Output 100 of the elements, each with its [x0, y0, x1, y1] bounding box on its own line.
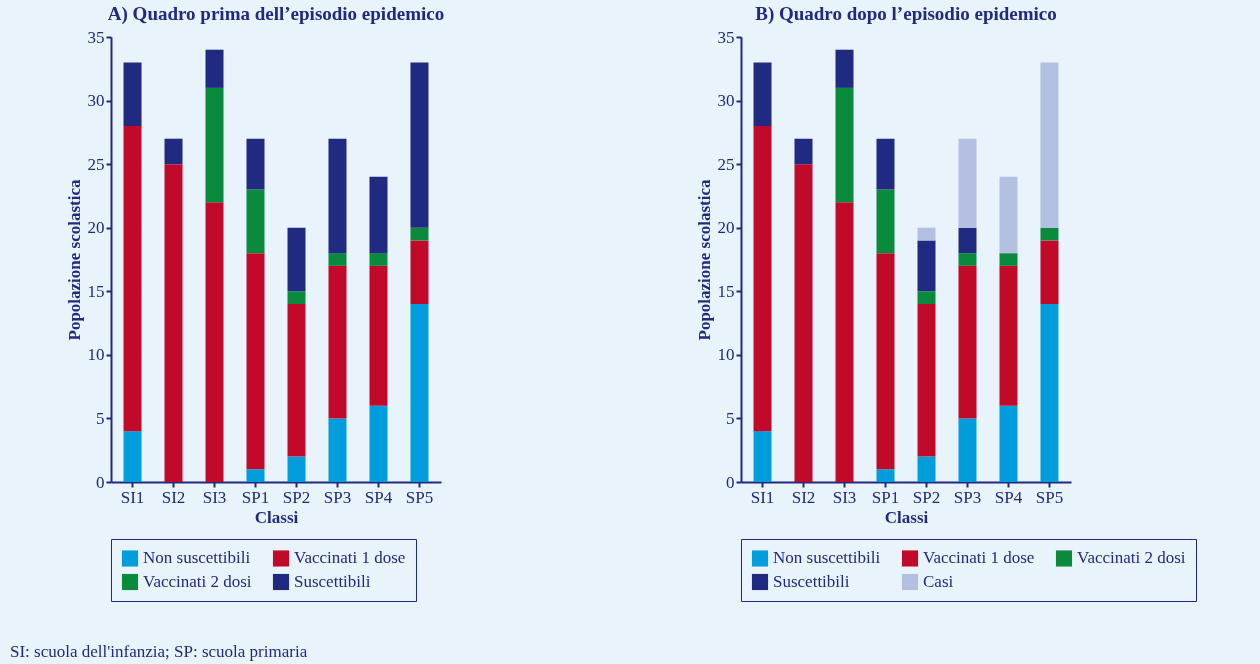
x-tick-label: SI1 [750, 487, 775, 507]
x-axis-title: Classi [884, 507, 929, 527]
bar [958, 418, 977, 482]
bar [287, 304, 306, 457]
bar [205, 202, 224, 482]
bar [835, 87, 854, 203]
bar [369, 253, 388, 266]
bar [123, 62, 142, 126]
y-tick-label: 10 [717, 345, 735, 365]
y-axis-title: Popolazione scolastica [694, 179, 714, 341]
bar [876, 469, 895, 482]
bar [287, 227, 306, 292]
bar [917, 240, 936, 292]
y-tick-label: 5 [726, 408, 735, 428]
bar [835, 49, 854, 88]
y-tick-label: 15 [717, 281, 735, 301]
bar [328, 265, 347, 419]
legend-label: Non suscettibili [773, 548, 881, 568]
bar [917, 291, 936, 304]
bar [369, 176, 388, 254]
x-tick-label: SP1 [871, 487, 900, 507]
y-tick-label: 10 [87, 345, 105, 365]
y-tick-label: 5 [96, 408, 105, 428]
bar [1040, 304, 1059, 482]
x-tick-label: SP3 [323, 487, 352, 507]
y-tick-label: 35 [717, 27, 735, 47]
bar [246, 469, 265, 482]
chart-title: A) Quadro prima dell’episodio epidemico [107, 3, 445, 25]
x-tick-label: SP5 [1035, 487, 1064, 507]
legend-label: Suscettibili [773, 572, 850, 591]
x-tick-label: SP2 [912, 487, 941, 507]
bar [999, 265, 1018, 406]
y-tick-label: 20 [87, 218, 105, 238]
y-tick-label: 30 [87, 91, 105, 111]
bar [164, 138, 183, 165]
bar [205, 49, 224, 88]
bar [123, 431, 142, 482]
legend-label: Vaccinati 1 dose [294, 548, 406, 568]
bar [876, 253, 895, 470]
legend-label: Casi [923, 572, 954, 591]
bar [876, 138, 895, 190]
bar [999, 405, 1018, 482]
bar [958, 265, 977, 419]
y-tick-label: 15 [87, 281, 105, 301]
x-tick-label: SI2 [791, 487, 816, 507]
bar [328, 138, 347, 254]
x-tick-label: SP2 [282, 487, 311, 507]
bar [753, 431, 772, 482]
x-axis-title: Classi [254, 507, 299, 527]
bar [1040, 240, 1059, 304]
bar [246, 138, 265, 190]
bar [794, 164, 813, 482]
x-tick-label: SP5 [405, 487, 434, 507]
bar [1040, 227, 1059, 241]
legend-label: Non suscettibili [143, 548, 251, 568]
legend-label: Vaccinati 1 dose [923, 548, 1035, 568]
y-tick-label: 0 [726, 472, 735, 492]
bar [410, 304, 429, 482]
x-tick-label: SP1 [241, 487, 270, 507]
bar [794, 138, 813, 165]
bar [753, 62, 772, 126]
y-tick-label: 25 [717, 154, 735, 174]
y-tick-label: 20 [717, 218, 735, 238]
bar [753, 126, 772, 432]
x-tick-label: SP3 [953, 487, 982, 507]
bar [205, 87, 224, 203]
bar [917, 304, 936, 457]
bar [123, 126, 142, 432]
legend-label: Vaccinati 2 dosi [143, 572, 252, 591]
x-tick-label: SI3 [832, 487, 857, 507]
y-axis-title: Popolazione scolastica [64, 179, 84, 341]
bar [835, 202, 854, 482]
legend-label: Vaccinati 2 dosi [1077, 548, 1186, 568]
y-tick-label: 30 [717, 91, 735, 111]
y-tick-label: 35 [87, 27, 105, 47]
bar [917, 227, 936, 241]
bar [958, 227, 977, 254]
text: SI: scuola dell'infanzia; SP: scuola primaria [10, 642, 308, 662]
bar [1040, 62, 1059, 228]
bar [876, 189, 895, 254]
x-tick-label: SP4 [364, 487, 393, 507]
bar [958, 138, 977, 228]
legend-label: Suscettibili [294, 572, 371, 591]
x-tick-label: SI2 [161, 487, 186, 507]
y-tick-label: 0 [96, 472, 105, 492]
x-tick-label: SP4 [994, 487, 1023, 507]
x-tick-label: SI3 [202, 487, 227, 507]
y-tick-label: 25 [87, 154, 105, 174]
bar [287, 456, 306, 482]
bar [917, 456, 936, 482]
bar [246, 189, 265, 254]
bar [328, 418, 347, 482]
bar [410, 62, 429, 228]
chart-title: B) Quadro dopo l’episodio epidemico [755, 3, 1057, 25]
bar [246, 253, 265, 470]
bar [164, 164, 183, 482]
bar [958, 253, 977, 266]
x-tick-label: SI1 [120, 487, 145, 507]
bar [328, 253, 347, 266]
bar [410, 227, 429, 241]
